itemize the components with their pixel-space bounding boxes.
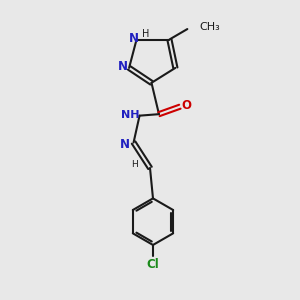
Text: O: O: [182, 99, 191, 112]
Text: NH: NH: [121, 110, 139, 120]
Text: N: N: [129, 32, 139, 44]
Text: N: N: [118, 60, 128, 73]
Text: CH₃: CH₃: [199, 22, 220, 32]
Text: Cl: Cl: [147, 258, 159, 271]
Text: H: H: [131, 160, 138, 169]
Text: H: H: [142, 29, 149, 39]
Text: N: N: [120, 137, 130, 151]
